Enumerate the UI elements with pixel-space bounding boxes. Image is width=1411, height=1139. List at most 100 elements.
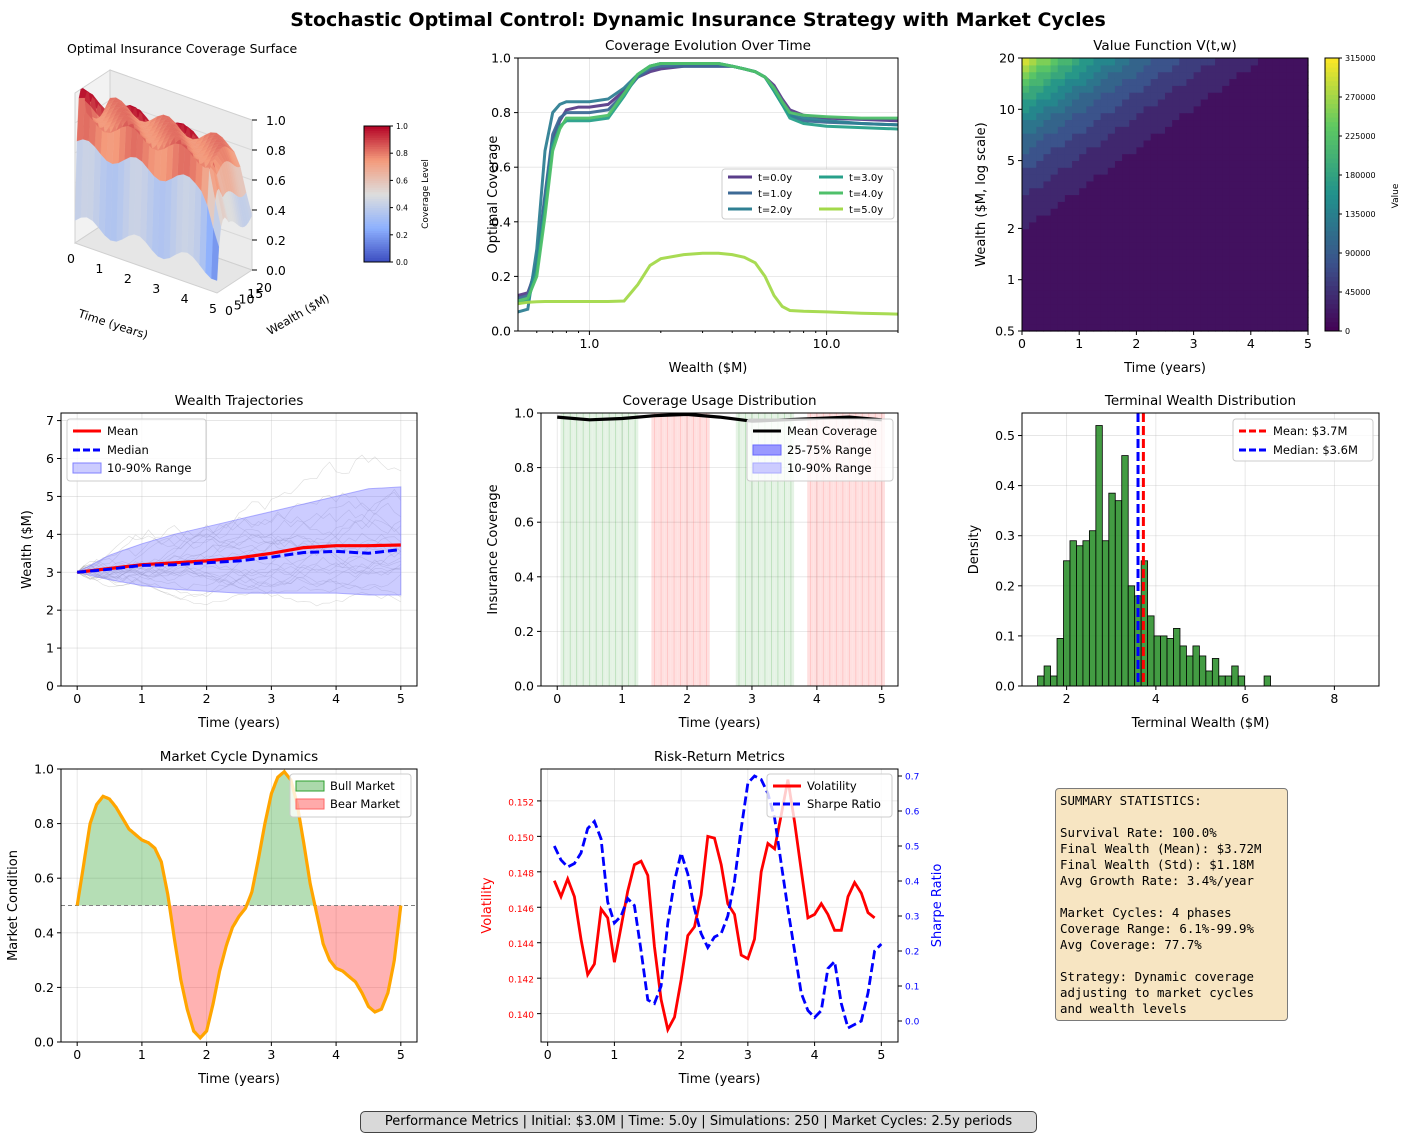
heatmap-cell: [1114, 78, 1123, 86]
heatmap-cell: [1186, 180, 1195, 189]
heatmap-cell: [1215, 153, 1223, 161]
heatmap-cell: [1136, 249, 1145, 257]
colorbar-label: Coverage Level: [421, 159, 431, 229]
colorbar-tick-label: 135000: [1345, 210, 1376, 219]
heatmap-cell: [1279, 208, 1288, 216]
heatmap-cell: [1279, 105, 1288, 114]
heatmap-cell: [1236, 269, 1245, 277]
heatmap-cell: [1243, 242, 1252, 250]
colorbar-cell: [364, 148, 390, 152]
heatmap-cell: [1036, 290, 1045, 298]
colorbar-cell: [1325, 185, 1339, 191]
heatmap-cell: [1114, 126, 1123, 134]
heatmap-cell: [1064, 153, 1073, 161]
heatmap-cell: [1143, 201, 1152, 209]
heatmap-cell: [1079, 310, 1087, 318]
heatmap-cell: [1122, 153, 1130, 161]
heatmap-cell: [1050, 262, 1059, 271]
colorbar-cell: [1325, 262, 1339, 268]
heatmap-cell: [1043, 98, 1052, 107]
heatmap-cell: [1136, 85, 1145, 93]
heatmap-cell: [1093, 160, 1102, 168]
heatmap-cell: [1207, 214, 1216, 223]
heatmap-cell: [1050, 228, 1059, 237]
heatmap-cell: [1143, 167, 1152, 175]
heatmap-cell: [1257, 290, 1266, 298]
y-tick-label: 0.5: [995, 428, 1015, 443]
heatmap-cell: [1086, 283, 1095, 291]
heatmap-cell: [1050, 255, 1059, 264]
heatmap-cell: [1079, 139, 1087, 148]
heatmap-cell: [1250, 105, 1259, 114]
heatmap-cell: [1293, 255, 1302, 264]
heatmap-cell: [1272, 317, 1280, 325]
heatmap-cell: [1207, 290, 1216, 298]
histogram-bar: [1101, 540, 1110, 687]
heatmap-cell: [1093, 98, 1102, 107]
heatmap-cell: [1207, 139, 1216, 148]
heatmap-cell: [1193, 290, 1202, 298]
heatmap-cell: [1129, 78, 1137, 86]
heatmap-cell: [1100, 139, 1109, 148]
histogram-bar: [1043, 665, 1051, 687]
heatmap-cell: [1243, 58, 1252, 66]
heatmap-cell: [1064, 64, 1073, 73]
heatmap-cell: [1029, 180, 1037, 189]
heatmap-cell: [1265, 235, 1273, 243]
phase-shade: [846, 413, 853, 686]
y-tick-label: 0.150: [508, 834, 534, 844]
y-tick-label: 0.0: [905, 1018, 920, 1028]
heatmap-cell: [1064, 290, 1073, 298]
heatmap-cell: [1229, 235, 1238, 243]
heatmap-cell: [1229, 139, 1238, 148]
colorbar-cell: [1325, 108, 1339, 114]
heatmap-cell: [1150, 58, 1159, 66]
heatmap-cell: [1043, 58, 1052, 66]
heatmap-cell: [1136, 283, 1145, 291]
heatmap-cell: [1200, 98, 1209, 107]
heatmap-cell: [1064, 160, 1073, 168]
heatmap-cell: [1179, 249, 1188, 257]
heatmap-cell: [1136, 126, 1145, 134]
colorbar-cell: [1325, 149, 1339, 155]
heatmap-cell: [1293, 303, 1302, 312]
heatmap-cell: [1100, 201, 1109, 209]
colorbar-cell: [1325, 144, 1339, 150]
heatmap-cell: [1122, 78, 1130, 86]
heatmap-cell: [1179, 105, 1188, 114]
heatmap-cell: [1172, 283, 1180, 291]
heatmap-cell: [1057, 167, 1066, 175]
heatmap-cell: [1215, 290, 1223, 298]
heatmap-cell: [1186, 119, 1195, 127]
heatmap-cell: [1179, 283, 1188, 291]
heatmap-cell: [1043, 71, 1052, 80]
heatmap-cell: [1193, 187, 1202, 196]
heatmap-cell: [1265, 126, 1273, 134]
heatmap-cell: [1157, 303, 1166, 312]
histogram-bar: [1076, 545, 1084, 687]
heatmap-cell: [1179, 201, 1188, 209]
heatmap-cell: [1250, 174, 1259, 182]
axes-frame: [1021, 412, 1380, 687]
heatmap-cell: [1179, 58, 1188, 66]
heatmap-cell: [1172, 290, 1180, 298]
colorbar-cell: [364, 146, 390, 150]
heatmap-cell: [1157, 78, 1166, 86]
heatmap-cell: [1029, 160, 1037, 168]
heatmap-cell: [1286, 194, 1295, 202]
heatmap-cell: [1229, 194, 1238, 202]
heatmap-cell: [1165, 126, 1173, 134]
heatmap-cell: [1079, 235, 1087, 243]
heatmap-cell: [1136, 58, 1145, 66]
heatmap-cell: [1172, 187, 1180, 196]
heatmap-cell: [1064, 276, 1073, 284]
heatmap-cell: [1107, 64, 1116, 73]
y-tick-label: 3: [46, 565, 54, 580]
heatmap-cell: [1122, 146, 1130, 155]
x-tick-label: 3: [267, 691, 275, 706]
heatmap-cell: [1136, 317, 1145, 325]
heatmap-cell: [1286, 153, 1295, 161]
heatmap-cell: [1265, 180, 1273, 189]
heatmap-cell: [1122, 214, 1130, 223]
y-tick-label: 0: [225, 303, 233, 318]
